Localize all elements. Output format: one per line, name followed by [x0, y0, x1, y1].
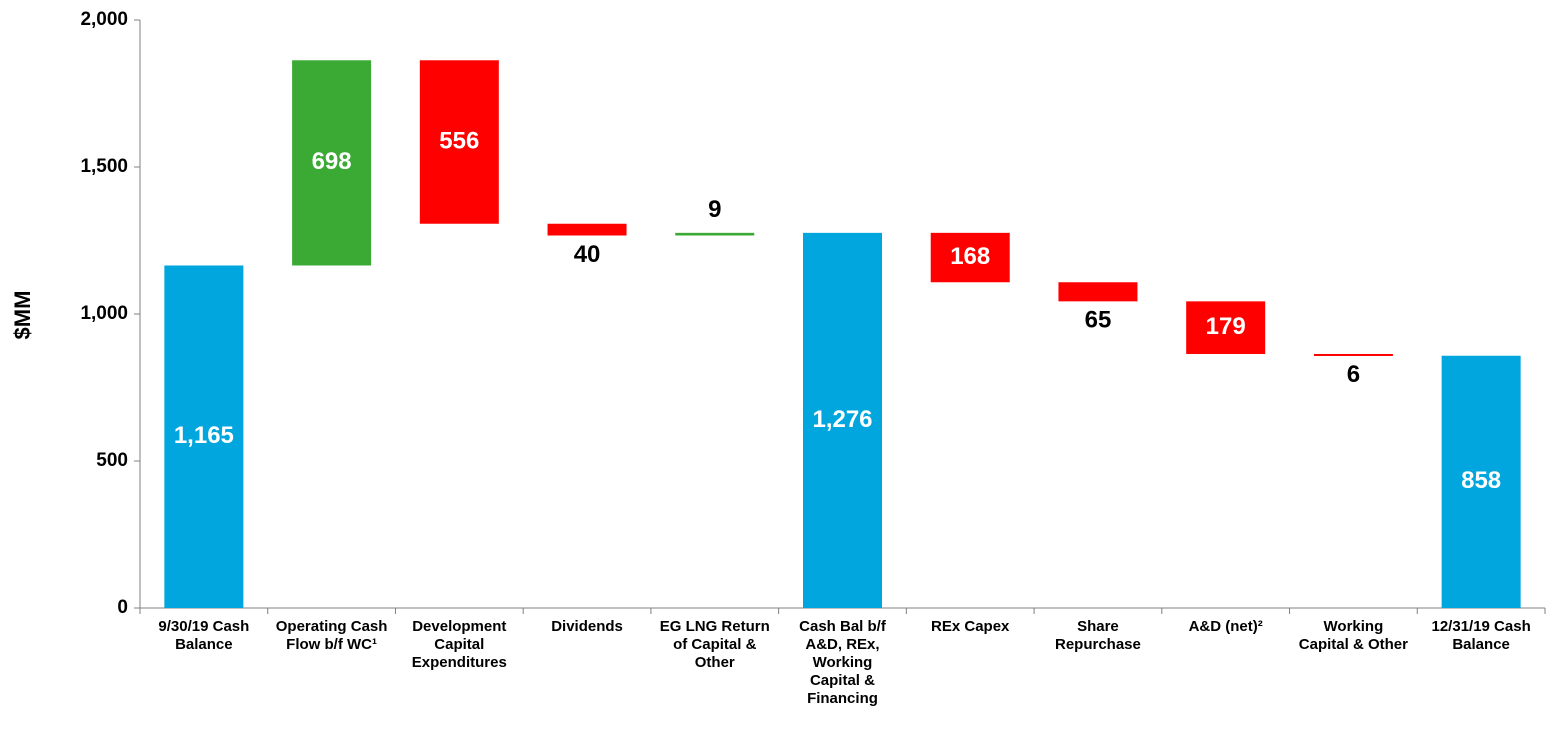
x-tick-label: EG LNG Return of Capital & Other [659, 618, 770, 671]
x-tick-label: Cash Bal b/f A&D, REx, Working Capital &… [799, 618, 886, 707]
x-tick-label-box: Working Capital & Other [1298, 618, 1408, 653]
value-label: 1,276 [812, 406, 872, 433]
bar [1186, 301, 1266, 354]
y-axis-label: $MM [10, 291, 35, 340]
value-label: 858 [1461, 467, 1501, 494]
x-tick-label-box: REx Capex [931, 618, 1010, 635]
x-tick-label-box: EG LNG Return of Capital & Other [659, 618, 770, 671]
value-label: 179 [1206, 313, 1246, 340]
y-tick-label: 1,000 [80, 303, 128, 324]
x-tick-label-box: Development Capital Expenditures [411, 618, 507, 671]
y-tick-label: 1,500 [80, 156, 128, 177]
x-tick-label-box: Dividends [551, 618, 623, 635]
value-label: 65 [1085, 307, 1112, 334]
x-tick-label: A&D (net)² [1188, 618, 1263, 635]
bar [930, 232, 1010, 283]
value-label: 698 [312, 148, 352, 175]
x-tick-label-box: 9/30/19 Cash Balance [158, 618, 250, 653]
x-tick-label-box: A&D (net)² [1188, 618, 1263, 635]
bar [803, 232, 882, 608]
value-label: 556 [439, 127, 479, 154]
x-tick-label: Development Capital Expenditures [411, 618, 507, 671]
bar [164, 265, 244, 608]
value-label: 168 [950, 243, 990, 270]
x-tick-label-box: Cash Bal b/f A&D, REx, Working Capital &… [799, 618, 886, 707]
x-tick-label: 9/30/19 Cash Balance [158, 618, 250, 653]
bar [292, 60, 372, 266]
x-tick-label: Operating Cash Flow b/f WC¹ [275, 618, 388, 653]
x-tick-label: Working Capital & Other [1298, 618, 1408, 653]
bar [1441, 355, 1521, 608]
x-tick-label-box: 12/31/19 Cash Balance [1431, 618, 1531, 653]
value-label: 6 [1347, 361, 1360, 388]
x-tick-label-box: Operating Cash Flow b/f WC¹ [275, 618, 388, 653]
value-label: 40 [574, 241, 601, 268]
bar [675, 232, 755, 236]
x-tick-label: Share Repurchase [1055, 618, 1141, 653]
x-tick-label-box: Share Repurchase [1055, 618, 1141, 653]
value-label: 1,165 [174, 422, 234, 449]
bar [547, 223, 627, 236]
bar [1313, 353, 1393, 356]
y-tick-label: 0 [117, 597, 128, 618]
y-tick-label: 2,000 [80, 9, 128, 30]
y-tick-label: 500 [96, 450, 128, 471]
value-label: 9 [708, 196, 721, 223]
bar [419, 60, 499, 224]
x-tick-label: 12/31/19 Cash Balance [1431, 618, 1531, 653]
x-tick-label: REx Capex [931, 618, 1010, 635]
bar [1058, 282, 1138, 302]
x-tick-label: Dividends [551, 618, 623, 635]
